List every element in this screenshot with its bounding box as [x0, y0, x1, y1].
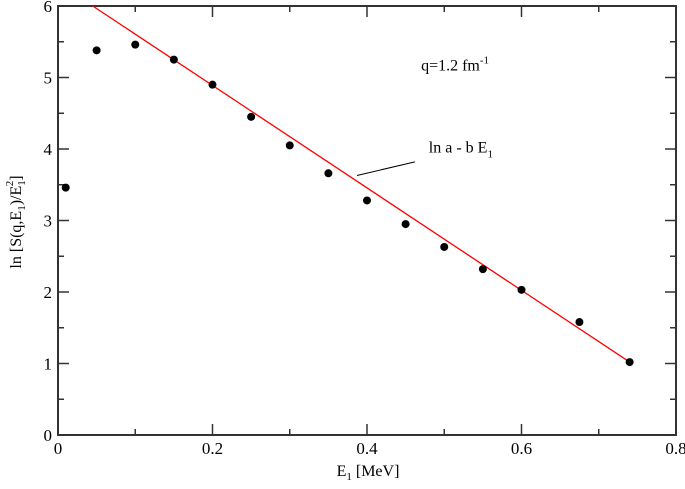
- y-tick-label: 1: [44, 355, 53, 374]
- data-point: [208, 80, 217, 89]
- data-point: [363, 196, 371, 205]
- y-tick-label: 6: [44, 0, 53, 16]
- data-point: [478, 265, 487, 274]
- y-title-b: )/E: [8, 186, 25, 206]
- data-point: [61, 183, 70, 192]
- y-title-c: ]: [8, 175, 25, 180]
- y-tick-label: 4: [44, 140, 53, 159]
- fit-annotation: ln a - b E1: [429, 140, 493, 161]
- data-point: [92, 46, 101, 55]
- data-point: [440, 242, 449, 251]
- plot-frame: [57, 5, 677, 436]
- x-tick-label: 0.4: [356, 439, 378, 458]
- data-point: [131, 40, 140, 49]
- fit-label-subscript: 1: [487, 149, 493, 161]
- data-point: [575, 318, 584, 327]
- fit-label-text: ln a - b E: [429, 140, 488, 157]
- fit-line: [92, 5, 631, 363]
- data-point: [285, 141, 294, 150]
- axis-ticks: [57, 5, 677, 436]
- axes-box: [57, 5, 677, 436]
- y-title-sub1: 1: [16, 205, 28, 211]
- x-axis-title: E1 [MeV]: [337, 463, 400, 483]
- data-point: [517, 285, 526, 294]
- x-tick-label: 0.8: [665, 439, 685, 458]
- y-tick-label: 2: [44, 283, 53, 302]
- y-title-sup: 2: [4, 181, 16, 187]
- data-point: [247, 112, 256, 121]
- q-label-superscript: -1: [480, 54, 489, 66]
- data-point: [625, 358, 634, 367]
- q-label-text: q=1.2 fm: [421, 57, 480, 74]
- x-title-sub: 1: [346, 471, 352, 483]
- y-title-sub2: 1: [16, 180, 28, 186]
- data-points: [61, 40, 634, 367]
- y-axis-title: ln [S(q,E1)/E12]: [4, 175, 28, 268]
- x-title-rest: [MeV]: [352, 463, 400, 480]
- y-title-a: ln [S(q,E: [8, 211, 25, 269]
- x-title-main: E: [337, 463, 347, 480]
- data-point: [324, 169, 333, 178]
- data-point: [169, 55, 178, 64]
- data-point: [401, 220, 410, 229]
- x-tick-label: 0: [54, 439, 63, 458]
- y-tick-label: 5: [44, 69, 53, 88]
- y-tick-label: 3: [44, 212, 53, 231]
- q-value-annotation: q=1.2 fm-1: [421, 54, 489, 74]
- x-tick-label: 0.6: [511, 439, 532, 458]
- fit-line-path: [92, 5, 631, 363]
- fit-label-pointer: [356, 161, 416, 176]
- x-tick-label: 0.2: [202, 439, 223, 458]
- annotations: q=1.2 fm-1 ln a - b E1: [356, 54, 493, 176]
- y-tick-label: 0: [44, 426, 53, 445]
- axis-tick-labels: 0 0.2 0.4 0.6 0.8 0 1 2 3 4 5 6: [44, 0, 685, 458]
